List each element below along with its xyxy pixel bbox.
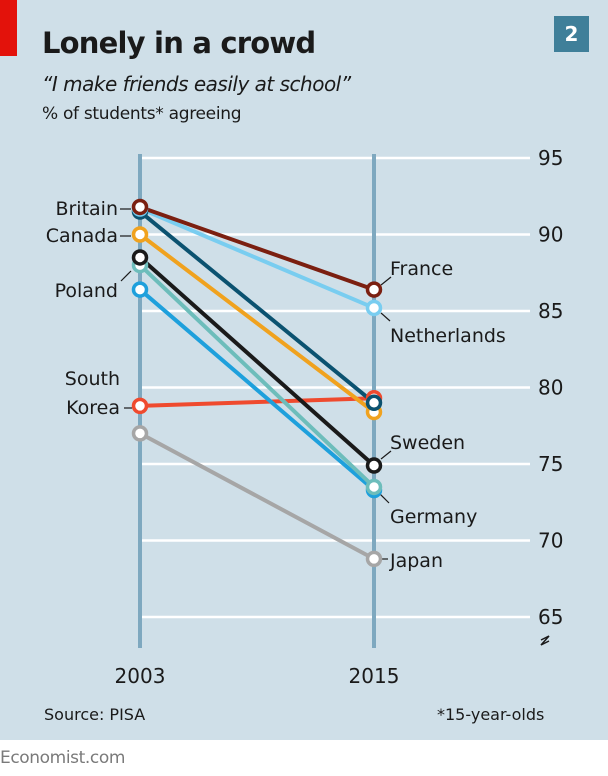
chart-unit-label: % of students* agreeing [42,104,242,124]
axis-break-icon [540,635,550,646]
series-label-south-korea: Korea [66,397,120,419]
y-tick-label: 95 [538,146,563,170]
series-label-france: France [390,258,453,280]
y-tick-label: 70 [538,529,563,553]
slope-chart: 95 90 85 80 75 70 65 Britain Canada Poland South K… [46,146,564,688]
series-point-canada-2003 [131,226,149,243]
leader-line-germany [379,493,390,504]
y-tick-label: 85 [538,299,563,323]
series-line-south-korea [138,396,376,408]
y-tick-label: 65 [538,605,563,629]
chart-subtitle: “I make friends easily at school” [42,72,351,96]
axis-break-icon [540,635,550,646]
leader-line-sweden [380,450,392,460]
series-labels: Britain Canada Poland South Korea France Nethe… [46,198,506,572]
x-tick-labels: 2003 2015 [115,664,400,688]
series-line-japan [138,431,376,561]
series-point-poland-2003 [131,281,149,298]
series-point-germany-2015 [365,478,383,496]
series-point-south-korea-2003 [131,397,149,415]
series-label-germany: Germany [390,506,477,528]
series-label-sweden: Sweden [390,432,465,454]
leader-line-poland [120,270,132,282]
y-tick-label: 75 [538,452,563,476]
series-line-sweden [138,255,376,468]
series-point-sweden-2015 [365,457,383,474]
leader-line-france [380,276,392,286]
x-tick-label: 2015 [349,664,400,688]
series-point-france-2003 [131,198,149,216]
chart-title: Lonely in a crowd [42,26,316,60]
label-leader-lines [120,208,392,560]
series-point-sweden-2003 [131,249,149,266]
series-line-france [138,204,376,292]
footnote: *15-year-olds [437,705,545,724]
series-label-poland: Poland [55,280,118,302]
series-point-france-2015 [365,281,383,298]
chart-number-badge: 2 [554,16,589,52]
series-label-japan: Japan [389,550,443,572]
series-point-britain-2015 [365,394,383,412]
series-point-japan-2003 [131,425,149,442]
y-tick-labels: 95 90 85 80 75 70 65 [538,146,563,629]
series-label-south-korea: South [65,368,120,390]
leader-line-netherlands [380,312,391,322]
y-tick-label: 80 [538,376,563,400]
series-line-poland [138,287,376,493]
series-line-netherlands [138,206,376,310]
series-point-netherlands-2015 [365,299,383,317]
series-label-canada: Canada [46,225,118,247]
series-points [131,198,383,568]
series-label-netherlands: Netherlands [390,325,506,347]
series-point-japan-2015 [365,550,383,568]
series-line-britain [138,209,376,405]
source-note: Source: PISA [44,705,146,724]
series-lines [138,204,376,561]
x-tick-label: 2003 [115,664,166,688]
y-tick-label: 90 [538,223,563,247]
series-line-germany [138,263,376,489]
series-label-britain: Britain [55,198,118,220]
brand-footer: Economist.com [0,748,125,768]
brand-red-tab [0,0,17,56]
series-line-canada [138,232,376,414]
